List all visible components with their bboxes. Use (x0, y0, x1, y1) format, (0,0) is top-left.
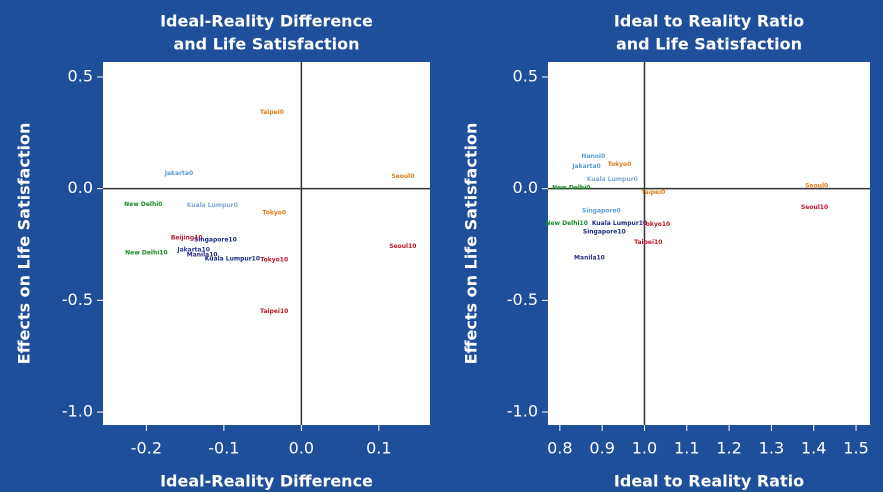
point-label: Seoul0 (805, 182, 828, 189)
y-tick-label: -1.0 (507, 402, 538, 421)
point-label: Singapore10 (194, 236, 237, 243)
x-tick-label: 1.2 (716, 439, 741, 458)
point-label: Tokyo10 (642, 221, 670, 228)
x-tick-label: 0.8 (547, 439, 572, 458)
chart-title: and Life Satisfaction (173, 35, 359, 54)
x-tick-label: 1.5 (843, 439, 868, 458)
point-label: Jakarta0 (571, 163, 600, 170)
point-label: Kuala Lumpur10 (205, 255, 260, 262)
point-label: Jakarta10 (176, 246, 210, 253)
x-tick-label: -0.2 (131, 439, 162, 458)
y-tick-label: 0.5 (68, 66, 93, 85)
y-axis-label: Effects on Life Satisfaction (462, 123, 481, 365)
x-tick-label: 0.0 (289, 439, 314, 458)
chart-title: and Life Satisfaction (616, 35, 802, 54)
x-tick-label: -0.1 (208, 439, 239, 458)
y-axis-label: Effects on Life Satisfaction (15, 123, 34, 365)
point-label: Manila10 (574, 254, 605, 261)
x-tick-label: 0.1 (366, 439, 391, 458)
x-tick-label: 1.4 (801, 439, 826, 458)
point-label: Manila10 (187, 251, 218, 258)
point-label: Kuala Lumpur10 (592, 220, 647, 227)
x-axis-label: Ideal to Reality Ratio (614, 472, 804, 491)
plot-area (548, 62, 870, 425)
y-tick-label: -0.5 (62, 290, 93, 309)
point-label: Taipei0 (641, 189, 665, 196)
point-label: Seoul0 (391, 173, 414, 180)
point-label: Jakarta0 (164, 170, 193, 177)
y-tick-label: -0.5 (507, 290, 538, 309)
point-label: Singapore10 (583, 228, 626, 235)
point-label: Kuala Lumpur0 (587, 176, 638, 183)
y-tick-label: -1.0 (62, 402, 93, 421)
y-tick-label: 0.0 (513, 178, 538, 197)
point-label: Taipei10 (634, 239, 662, 246)
y-tick-label: 0.5 (513, 66, 538, 85)
point-label: Singapore0 (582, 207, 621, 214)
point-label: New Delhi10 (545, 220, 588, 227)
point-label: New Delhi10 (125, 249, 168, 256)
x-axis-label: Ideal-Reality Difference (160, 472, 373, 491)
y-tick-label: 0.0 (68, 178, 93, 197)
point-label: Tokyo10 (260, 257, 288, 264)
x-tick-label: 1.3 (759, 439, 784, 458)
x-tick-label: 0.9 (589, 439, 614, 458)
point-label: Taipei0 (260, 109, 284, 116)
point-label: Tokyo0 (262, 210, 286, 217)
chart-title: Ideal-Reality Difference (160, 12, 373, 31)
point-label: Taipei10 (260, 308, 288, 315)
x-tick-label: 1.0 (632, 439, 657, 458)
plot-area (103, 62, 430, 425)
point-label: New Delhi0 (552, 184, 590, 191)
point-label: Hanoi0 (581, 153, 605, 160)
chart-title: Ideal to Reality Ratio (614, 12, 804, 31)
point-label: Seoul10 (389, 243, 416, 250)
point-label: Beijing10 (171, 234, 203, 241)
point-label: New Delhi0 (124, 201, 162, 208)
point-label: Seoul10 (801, 204, 828, 211)
point-label: Tokyo0 (608, 161, 632, 168)
point-label: Kuala Lumpur0 (187, 202, 238, 209)
x-tick-label: 1.1 (674, 439, 699, 458)
